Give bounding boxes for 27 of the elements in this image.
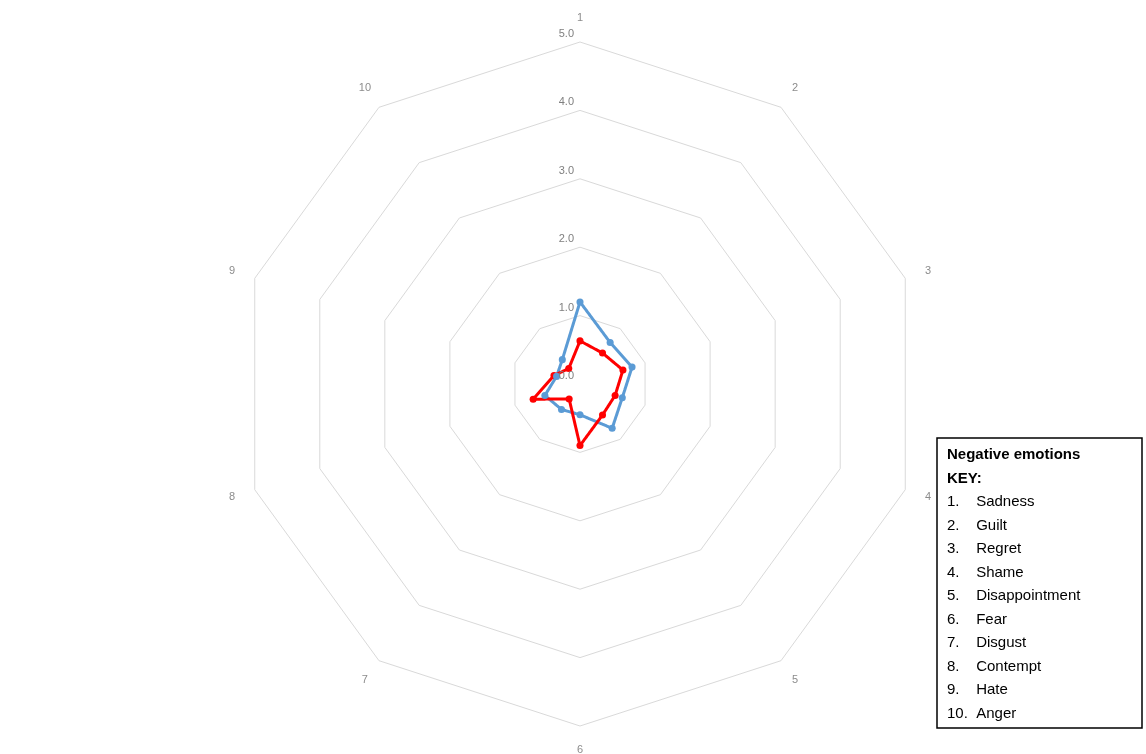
text: 5. Disappointment xyxy=(947,586,1082,603)
text: 8. Contempt xyxy=(947,656,1043,674)
spoke-label: 8 xyxy=(228,490,236,503)
text: 4. Shame xyxy=(947,562,1024,580)
spoke-label: 5 xyxy=(792,673,799,686)
text: 9. Hate xyxy=(947,680,1008,697)
y-tick-label: 1.0 xyxy=(558,300,574,313)
spoke-label: 6 xyxy=(576,742,584,754)
spoke-label: 10 xyxy=(358,80,372,93)
text: 10. Anger xyxy=(947,703,1017,721)
spoke-label: 2 xyxy=(792,80,799,93)
text: Negative emotions xyxy=(947,445,1081,462)
text: 7. Disgust xyxy=(947,633,1028,650)
spoke-label: 1 xyxy=(576,11,584,24)
text: 6. Fear xyxy=(947,609,1008,627)
spoke-label: 7 xyxy=(361,673,368,686)
spoke-label: 3 xyxy=(924,263,932,276)
text: KEY: xyxy=(947,468,982,486)
y-tick-label: 3.0 xyxy=(558,163,574,176)
y-tick-label: 2.0 xyxy=(558,232,574,245)
text: 1. Sadness xyxy=(947,492,1035,509)
text: 2. Guilt xyxy=(947,515,1008,533)
text: 3. Regret xyxy=(947,539,1023,556)
y-tick-label: 4.0 xyxy=(558,95,574,108)
y-tick-label: 5.0 xyxy=(558,27,574,39)
spoke-label: 4 xyxy=(924,490,932,503)
spoke-label: 9 xyxy=(228,263,236,276)
